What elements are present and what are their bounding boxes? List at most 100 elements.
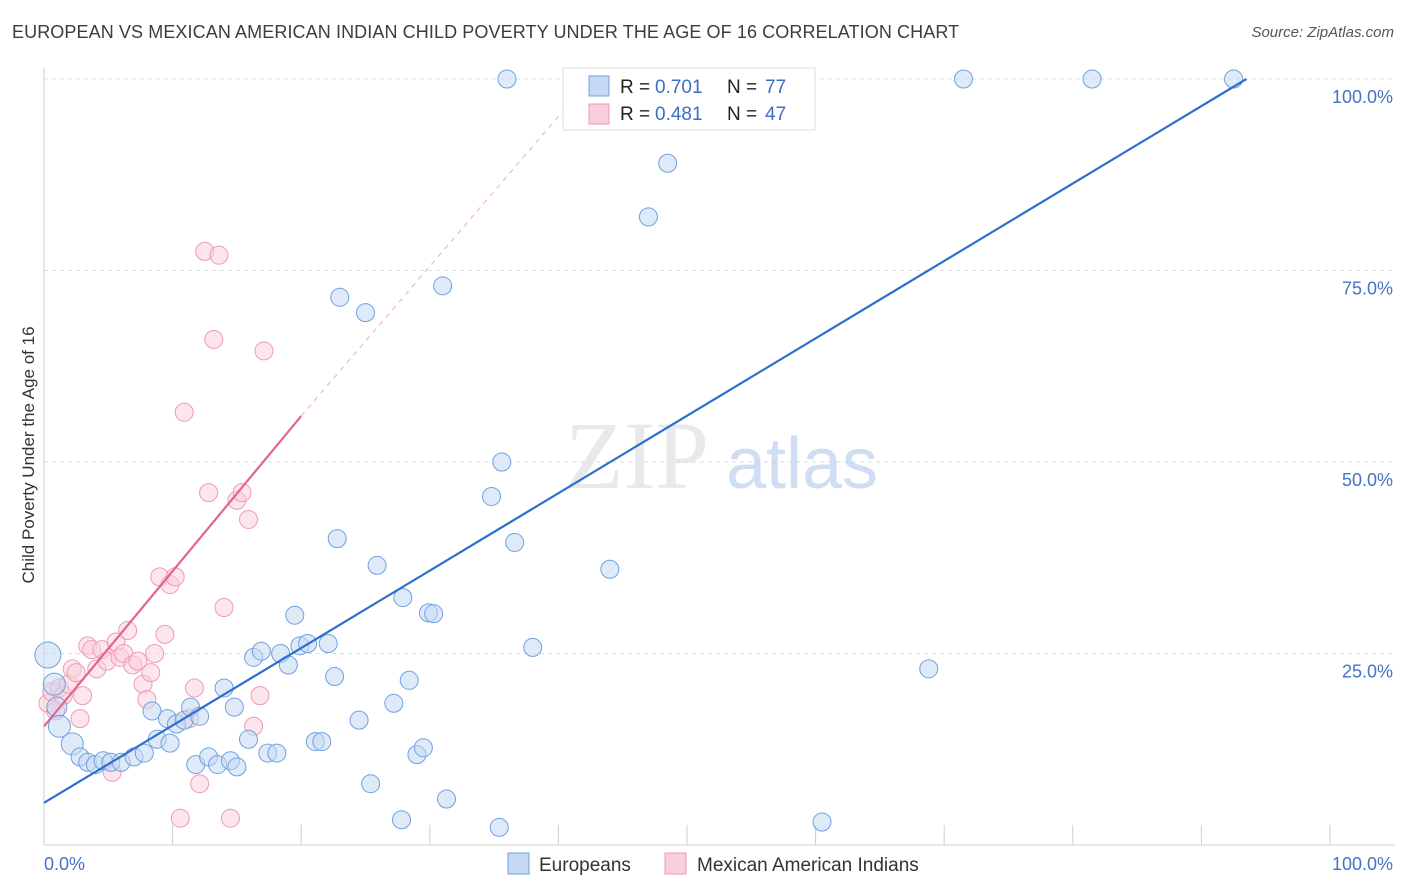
mexican-point-7 [66, 663, 86, 683]
mexican-point-24 [141, 663, 161, 683]
mexican-point-9 [73, 686, 93, 706]
europeans-point-66 [658, 153, 678, 173]
y-tick-label-2: 75.0% [1342, 279, 1393, 299]
europeans-point-48 [384, 693, 404, 713]
legend-top: R = 0.701 N = 77 R = 0.481 N = 47 [562, 67, 816, 131]
europeans-point-46 [361, 774, 381, 794]
europeans-point-41 [325, 666, 345, 686]
source-credit: Source: ZipAtlas.com [1251, 24, 1394, 41]
europeans-point-15 [142, 701, 162, 721]
europeans-point-35 [285, 605, 305, 625]
europeans-point-70 [919, 659, 939, 679]
mexican-trend-extension [300, 78, 592, 417]
europeans-point-57 [437, 789, 457, 809]
europeans-point-73 [1224, 69, 1244, 89]
mexican-point-27 [155, 624, 175, 644]
europeans-point-12 [134, 743, 154, 763]
europeans-point-28 [238, 729, 258, 749]
europeans-point-44 [356, 303, 375, 323]
x-tick-labels: 0.0% 100.0% [44, 854, 1393, 874]
europeans-point-1 [42, 672, 66, 696]
europeans-point-65 [638, 207, 658, 227]
bottom-legend-swatch-mexican [664, 852, 687, 875]
europeans-point-69 [812, 812, 832, 832]
europeans-point-3 [47, 714, 71, 738]
europeans-point-72 [1082, 69, 1102, 89]
mexican-point-46 [254, 341, 274, 361]
y-tick-label-3: 100.0% [1332, 87, 1393, 107]
legend-n-label-mexican: N = [727, 104, 757, 125]
mexican-point-43 [238, 509, 258, 529]
watermark: ZIP atlas [565, 402, 878, 509]
legend-r-value-mexican: 0.481 [655, 104, 703, 125]
europeans-point-51 [393, 588, 413, 608]
legend-n-value-mexican: 47 [765, 104, 786, 125]
legend-bottom: Europeans Mexican American Indians [507, 852, 919, 876]
europeans-trend-line [43, 78, 1247, 804]
europeans-point-0 [34, 641, 62, 669]
europeans-point-63 [523, 637, 543, 657]
mexican-point-39 [214, 598, 234, 618]
europeans-point-14 [160, 733, 180, 753]
europeans-point-55 [424, 604, 444, 624]
europeans-point-30 [251, 641, 271, 661]
europeans-point-58 [482, 486, 502, 506]
europeans-point-59 [489, 817, 509, 837]
europeans-point-56 [433, 276, 453, 296]
y-tick-label-0: 25.0% [1342, 662, 1393, 682]
mexican-point-38 [209, 245, 229, 265]
mexican-trend-line [43, 415, 303, 727]
europeans-point-25 [227, 757, 247, 777]
legend-swatch-europeans [588, 75, 610, 97]
europeans-point-2 [46, 696, 68, 718]
watermark-atlas: atlas [726, 424, 878, 504]
watermark-zip: ZIP [565, 402, 709, 509]
europeans-point-53 [413, 738, 433, 758]
mexican-point-33 [184, 678, 204, 698]
mexican-point-40 [220, 808, 240, 828]
europeans-point-43 [330, 287, 350, 307]
legend-swatch-mexican [588, 103, 610, 125]
y-axis-label: Child Poverty Under the Age of 16 [19, 326, 38, 583]
mexican-point-31 [174, 402, 194, 422]
bottom-legend-swatch-europeans [507, 852, 530, 875]
x-tick-label-0: 0.0% [44, 854, 85, 874]
europeans-point-45 [349, 710, 369, 730]
y-tick-label-1: 50.0% [1342, 470, 1393, 490]
y-tick-labels: 25.0% 50.0% 75.0% 100.0% [1332, 87, 1393, 682]
europeans-point-60 [497, 69, 517, 89]
europeans-point-27 [224, 697, 244, 717]
europeans-point-39 [312, 732, 332, 752]
europeans-point-42 [327, 529, 347, 549]
legend-n-label-europeans: N = [727, 77, 757, 98]
europeans-point-40 [318, 634, 338, 654]
mexican-point-21 [128, 651, 148, 671]
legend-r-label-mexican: R = [620, 104, 650, 125]
mexican-point-8 [70, 709, 90, 729]
mexican-point-37 [204, 329, 224, 349]
europeans-point-61 [492, 452, 512, 472]
mexican-point-36 [199, 483, 219, 503]
europeans-point-62 [505, 532, 525, 552]
bottom-legend-label-mexican: Mexican American Indians [697, 855, 919, 876]
axes [43, 68, 1395, 846]
europeans-point-71 [953, 69, 973, 89]
mexican-point-19 [118, 621, 138, 641]
europeans-point-32 [267, 743, 287, 763]
legend-n-value-europeans: 77 [765, 77, 786, 98]
legend-r-label-europeans: R = [620, 77, 650, 98]
mexican-point-45 [250, 686, 270, 706]
grid-lines [44, 78, 1395, 654]
mexican-point-34 [190, 774, 210, 794]
x-tick-label-1: 100.0% [1332, 854, 1393, 874]
europeans-point-64 [600, 559, 620, 579]
europeans-point-47 [367, 555, 387, 575]
europeans-point-49 [392, 810, 412, 830]
trend-lines [43, 78, 1247, 804]
mexican-point-30 [170, 808, 190, 828]
legend-r-value-europeans: 0.701 [655, 77, 703, 98]
mexican-point-25 [145, 644, 165, 663]
chart-title: EUROPEAN VS MEXICAN AMERICAN INDIAN CHIL… [12, 22, 960, 42]
mexican-point-42 [232, 483, 252, 503]
